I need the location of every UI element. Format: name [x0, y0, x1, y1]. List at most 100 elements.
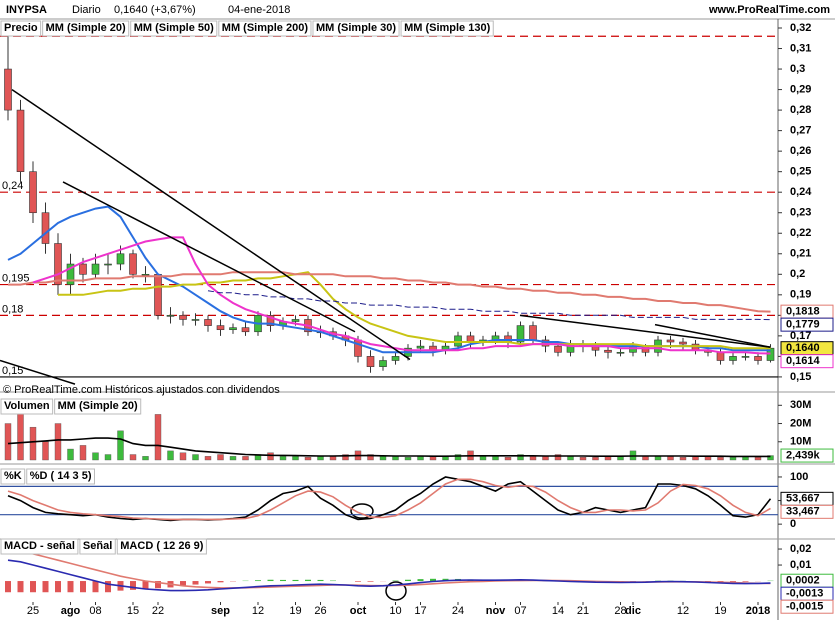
- last-value-label: 0,0002: [786, 575, 820, 587]
- line-series: [7, 476, 772, 522]
- candle-body: [454, 335, 462, 347]
- y-tick-label: 0,28: [790, 104, 811, 116]
- y-tick-label: 0,17: [790, 330, 811, 342]
- volume-bar: [192, 454, 199, 461]
- volume-bar: [129, 454, 137, 461]
- volume-bar: [29, 426, 37, 461]
- legend-box: [130, 20, 218, 37]
- volume-bar: [217, 454, 224, 461]
- last-value-label: 0,1779: [786, 319, 820, 331]
- candle-body: [179, 315, 187, 320]
- histogram-bar: [17, 581, 24, 593]
- histogram-bar: [42, 581, 49, 593]
- legend-label: MACD ( 12 26 9): [120, 540, 203, 552]
- trendline: [654, 323, 771, 348]
- candle-body: [541, 339, 550, 347]
- line-series: [8, 271, 771, 313]
- volume-bar: [642, 456, 649, 461]
- candle-body: [191, 319, 200, 321]
- histogram-bar: [92, 581, 99, 593]
- volume-bar: [379, 456, 387, 461]
- legend-label: MACD - señal: [4, 540, 75, 552]
- volume-bar: [567, 456, 574, 461]
- candle-body: [216, 325, 225, 331]
- x-tick-label: 19: [714, 605, 726, 617]
- candle-body: [91, 263, 100, 275]
- volume-bar: [4, 423, 12, 461]
- line-series: [7, 437, 771, 458]
- y-tick-label: 0,3: [790, 63, 805, 75]
- legend-label: MM (Simple 130): [404, 22, 491, 34]
- histogram-bar: [367, 581, 374, 582]
- last-value-label: -0,0015: [786, 601, 823, 613]
- candle-body: [754, 356, 762, 361]
- y-tick-label: 0,27: [790, 125, 811, 137]
- histogram-bar: [192, 581, 199, 585]
- legend-box: [218, 20, 312, 37]
- y-tick-label: 100: [790, 471, 808, 483]
- y-tick-label: 0,19: [790, 289, 811, 301]
- volume-bar: [554, 454, 562, 461]
- histogram-bar: [217, 581, 224, 583]
- candle-body: [241, 327, 250, 333]
- volume-bar: [242, 456, 249, 461]
- x-tick-label: sep: [211, 605, 230, 617]
- last-value-box: [780, 448, 834, 463]
- volume-bar: [404, 457, 412, 461]
- histogram-bar: [30, 581, 36, 593]
- volume-bar: [17, 408, 24, 461]
- volume-bar: [729, 457, 737, 461]
- last-value-label: 33,467: [786, 506, 820, 518]
- histogram-bar: [717, 581, 724, 582]
- candle-body: [229, 327, 237, 331]
- last-value-box: [780, 354, 834, 369]
- x-tick-label: 2018: [746, 605, 770, 617]
- y-tick-label: 0,32: [790, 22, 811, 34]
- last-value-box: [780, 599, 834, 614]
- volume-bar: [104, 454, 112, 461]
- histogram-bar: [130, 581, 136, 590]
- volume-bar: [504, 457, 512, 461]
- x-tick-label: 14: [552, 605, 564, 617]
- x-tick-label: ago: [61, 605, 81, 617]
- candle-body: [604, 349, 612, 353]
- volume-bar: [117, 430, 124, 461]
- last-value-label: 0,1818: [786, 306, 820, 318]
- trendline: [62, 181, 356, 333]
- candle-body: [4, 68, 12, 111]
- legend-label: MM (Simple 20): [46, 22, 126, 34]
- candle-body: [204, 319, 212, 326]
- legend-box: [79, 538, 116, 555]
- candle-body: [141, 273, 150, 276]
- volume-bar: [267, 452, 274, 461]
- legend-box: [400, 20, 494, 37]
- volume-bar: [167, 450, 174, 461]
- legend-label: Precio: [4, 22, 38, 34]
- histogram-bar: [55, 581, 61, 593]
- line-series: [32, 236, 771, 355]
- candle-body: [66, 263, 75, 285]
- histogram-bar: [67, 581, 74, 593]
- histogram-bar: [730, 581, 736, 582]
- x-tick-label: 21: [577, 605, 589, 617]
- level-label: 0,24: [2, 180, 23, 192]
- symbol: INYPSA: [6, 4, 47, 16]
- histogram-bar: [317, 579, 324, 582]
- candle-body: [741, 356, 750, 358]
- candle-body: [79, 263, 87, 275]
- y-tick-label: 0,26: [790, 145, 811, 157]
- histogram-bar: [742, 581, 749, 582]
- candle-body: [416, 345, 425, 349]
- legend-label: MM (Simple 20): [58, 400, 138, 412]
- x-tick-label: 15: [127, 605, 139, 617]
- y-tick-label: 0,31: [790, 42, 811, 54]
- volume-bar: [154, 414, 162, 461]
- volume-bar: [279, 456, 287, 461]
- volume-bar: [292, 456, 299, 461]
- x-tick-label: 28: [614, 605, 626, 617]
- trendline: [519, 314, 771, 348]
- candle-body: [16, 109, 25, 172]
- last-value-box: [780, 317, 834, 332]
- volume-bar: [517, 454, 524, 461]
